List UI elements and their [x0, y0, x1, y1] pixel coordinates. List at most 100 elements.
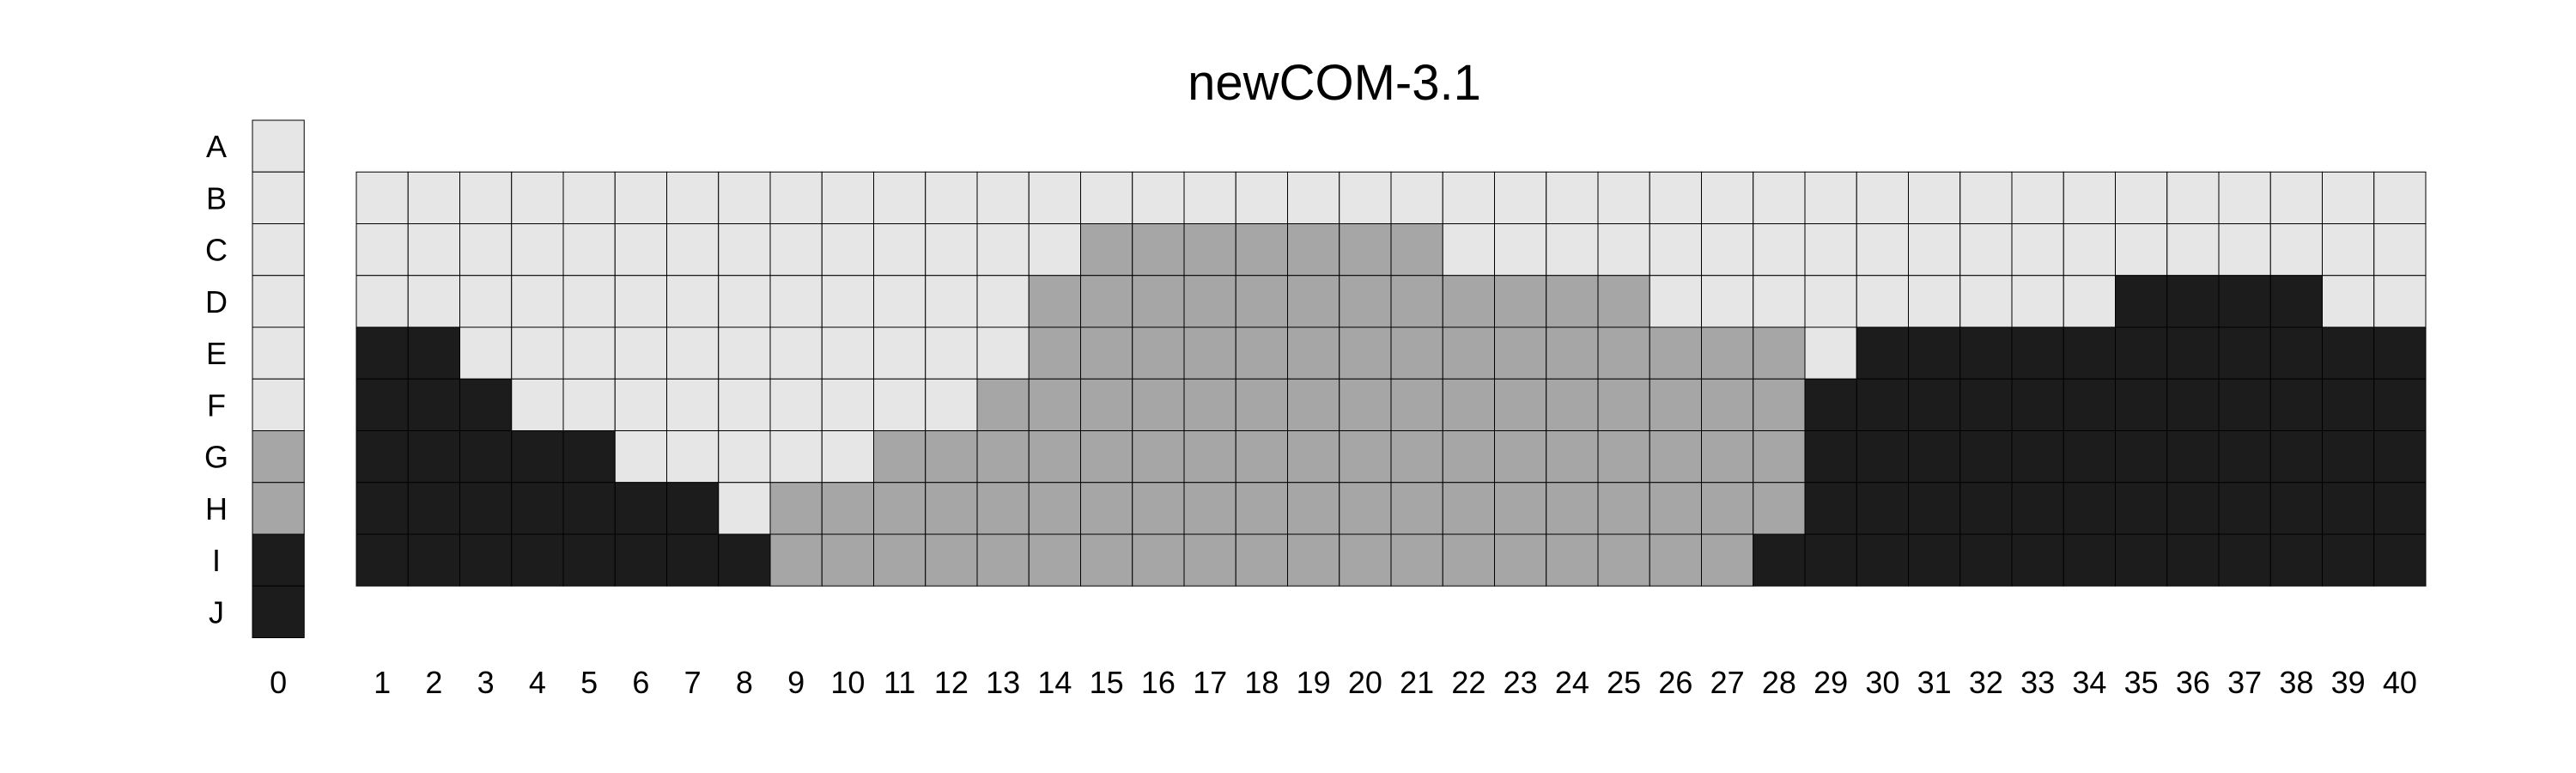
cell-h-37 — [2218, 482, 2271, 535]
column-label-19: 19 — [1297, 665, 1331, 700]
cell-i-25 — [1597, 533, 1650, 587]
legend-cell-i — [252, 533, 305, 587]
cell-f-6 — [614, 378, 667, 431]
cell-e-37 — [2218, 326, 2271, 380]
cell-i-8 — [718, 533, 771, 587]
cell-g-23 — [1494, 430, 1547, 484]
legend-cell-e — [252, 326, 305, 380]
cell-h-34 — [2063, 482, 2116, 535]
cell-b-28 — [1753, 171, 1806, 224]
cell-g-29 — [1804, 430, 1857, 484]
legend-column — [252, 119, 305, 638]
cell-f-27 — [1701, 378, 1754, 431]
heatmap-grid — [355, 171, 2427, 587]
cell-f-5 — [562, 378, 616, 431]
column-label-26: 26 — [1658, 665, 1692, 700]
column-label-27: 27 — [1710, 665, 1745, 700]
cell-b-8 — [718, 171, 771, 224]
cell-e-32 — [1959, 326, 2013, 380]
cell-h-28 — [1753, 482, 1806, 535]
cell-c-30 — [1856, 223, 1909, 277]
cell-d-1 — [355, 275, 409, 328]
cell-i-37 — [2218, 533, 2271, 587]
column-label-40: 40 — [2383, 665, 2417, 700]
cell-i-27 — [1701, 533, 1754, 587]
cell-b-30 — [1856, 171, 1909, 224]
cell-d-3 — [459, 275, 513, 328]
cell-e-6 — [614, 326, 667, 380]
cell-h-17 — [1183, 482, 1236, 535]
cell-b-17 — [1183, 171, 1236, 224]
cell-g-20 — [1339, 430, 1392, 484]
column-label-9: 9 — [787, 665, 805, 700]
cell-b-10 — [821, 171, 874, 224]
cell-e-22 — [1442, 326, 1495, 380]
cell-g-5 — [562, 430, 616, 484]
cell-d-34 — [2063, 275, 2116, 328]
column-label-36: 36 — [2176, 665, 2210, 700]
cell-g-12 — [925, 430, 978, 484]
cell-e-1 — [355, 326, 409, 380]
cell-g-11 — [873, 430, 927, 484]
cell-e-27 — [1701, 326, 1754, 380]
cell-e-18 — [1235, 326, 1288, 380]
cell-c-10 — [821, 223, 874, 277]
column-label-34: 34 — [2072, 665, 2106, 700]
legend-cell-a — [252, 119, 305, 173]
cell-c-29 — [1804, 223, 1857, 277]
cell-d-5 — [562, 275, 616, 328]
cell-b-35 — [2115, 171, 2168, 224]
cell-f-40 — [2373, 378, 2427, 431]
column-label-0: 0 — [270, 665, 287, 700]
cell-b-38 — [2269, 171, 2323, 224]
column-label-18: 18 — [1244, 665, 1279, 700]
cell-h-39 — [2322, 482, 2375, 535]
cell-i-4 — [511, 533, 564, 587]
cell-g-31 — [1908, 430, 1961, 484]
column-label-15: 15 — [1090, 665, 1124, 700]
cell-i-38 — [2269, 533, 2323, 587]
cell-d-16 — [1132, 275, 1185, 328]
cell-g-28 — [1753, 430, 1806, 484]
cell-i-23 — [1494, 533, 1547, 587]
cell-c-11 — [873, 223, 927, 277]
cell-b-31 — [1908, 171, 1961, 224]
column-label-4: 4 — [529, 665, 546, 700]
cell-e-11 — [873, 326, 927, 380]
cell-e-34 — [2063, 326, 2116, 380]
cell-d-30 — [1856, 275, 1909, 328]
cell-e-12 — [925, 326, 978, 380]
cell-c-2 — [407, 223, 460, 277]
cell-b-40 — [2373, 171, 2427, 224]
cell-h-23 — [1494, 482, 1547, 535]
cell-i-40 — [2373, 533, 2427, 587]
column-label-10: 10 — [830, 665, 865, 700]
column-label-33: 33 — [2020, 665, 2055, 700]
cell-f-24 — [1546, 378, 1599, 431]
cell-f-12 — [925, 378, 978, 431]
cell-c-6 — [614, 223, 667, 277]
cell-i-35 — [2115, 533, 2168, 587]
cell-h-24 — [1546, 482, 1599, 535]
cell-e-9 — [769, 326, 823, 380]
cell-e-5 — [562, 326, 616, 380]
cell-b-3 — [459, 171, 513, 224]
cell-d-23 — [1494, 275, 1547, 328]
cell-c-36 — [2166, 223, 2220, 277]
cell-i-5 — [562, 533, 616, 587]
cell-b-29 — [1804, 171, 1857, 224]
column-label-13: 13 — [986, 665, 1020, 700]
cell-f-26 — [1649, 378, 1702, 431]
cell-c-26 — [1649, 223, 1702, 277]
cell-f-28 — [1753, 378, 1806, 431]
cell-c-3 — [459, 223, 513, 277]
cell-g-21 — [1390, 430, 1443, 484]
cell-c-34 — [2063, 223, 2116, 277]
cell-e-28 — [1753, 326, 1806, 380]
column-label-38: 38 — [2279, 665, 2313, 700]
cell-c-21 — [1390, 223, 1443, 277]
cell-c-25 — [1597, 223, 1650, 277]
cell-h-9 — [769, 482, 823, 535]
column-label-3: 3 — [477, 665, 495, 700]
cell-h-29 — [1804, 482, 1857, 535]
